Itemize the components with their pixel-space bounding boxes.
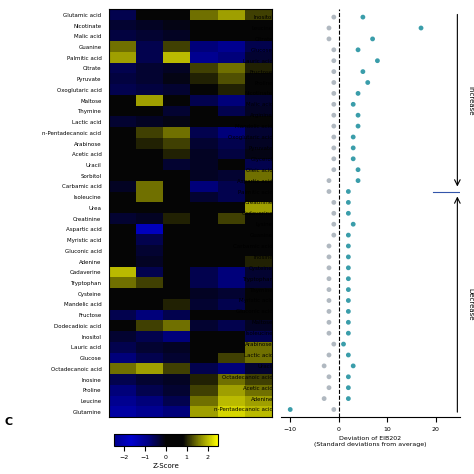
Point: [374, 57, 381, 64]
Point: [325, 24, 333, 32]
Point: [345, 395, 352, 402]
Point: [345, 199, 352, 206]
Point: [349, 220, 357, 228]
Point: [345, 384, 352, 392]
Point: [345, 253, 352, 261]
Point: [354, 177, 362, 184]
Point: [325, 35, 333, 43]
Point: [345, 297, 352, 304]
X-axis label: Deviation of EIB202
(Standard deviations from average): Deviation of EIB202 (Standard deviations…: [314, 436, 427, 447]
Point: [345, 231, 352, 239]
Point: [325, 308, 333, 315]
Point: [330, 68, 337, 75]
Point: [354, 166, 362, 173]
Point: [325, 319, 333, 326]
Point: [364, 79, 372, 86]
Point: [325, 373, 333, 381]
Point: [330, 57, 337, 64]
Point: [340, 340, 347, 348]
Point: [345, 210, 352, 217]
Point: [349, 144, 357, 152]
Point: [349, 362, 357, 370]
Point: [330, 155, 337, 163]
Point: [330, 90, 337, 97]
Point: [359, 13, 367, 21]
Point: [320, 362, 328, 370]
Point: [345, 242, 352, 250]
Point: [330, 79, 337, 86]
Point: [325, 177, 333, 184]
Point: [325, 329, 333, 337]
Point: [345, 275, 352, 283]
Point: [330, 111, 337, 119]
Point: [354, 111, 362, 119]
Point: [345, 319, 352, 326]
Point: [325, 297, 333, 304]
Point: [345, 308, 352, 315]
Point: [417, 24, 425, 32]
Point: [325, 384, 333, 392]
Point: [325, 351, 333, 359]
Point: [330, 340, 337, 348]
Point: [359, 68, 367, 75]
Point: [325, 242, 333, 250]
Point: [330, 46, 337, 54]
Point: [330, 133, 337, 141]
Point: [286, 406, 294, 413]
Text: C: C: [5, 417, 13, 427]
Point: [345, 188, 352, 195]
Point: [345, 286, 352, 293]
Point: [330, 199, 337, 206]
Point: [345, 329, 352, 337]
Point: [330, 231, 337, 239]
Point: [330, 220, 337, 228]
Point: [354, 46, 362, 54]
Point: [330, 13, 337, 21]
Point: [349, 100, 357, 108]
Point: [330, 406, 337, 413]
Point: [330, 144, 337, 152]
Point: [354, 122, 362, 130]
Point: [345, 373, 352, 381]
Point: [325, 264, 333, 272]
Point: [330, 166, 337, 173]
Point: [325, 188, 333, 195]
Text: Increase: Increase: [467, 86, 473, 115]
Point: [354, 90, 362, 97]
Point: [369, 35, 376, 43]
Point: [325, 275, 333, 283]
Text: Decrease: Decrease: [467, 288, 473, 320]
Point: [325, 253, 333, 261]
Point: [330, 122, 337, 130]
Point: [330, 100, 337, 108]
Point: [330, 210, 337, 217]
Point: [320, 395, 328, 402]
Point: [349, 133, 357, 141]
Point: [349, 155, 357, 163]
Point: [325, 286, 333, 293]
Point: [345, 264, 352, 272]
X-axis label: Z-Score: Z-Score: [153, 463, 179, 469]
Point: [345, 351, 352, 359]
